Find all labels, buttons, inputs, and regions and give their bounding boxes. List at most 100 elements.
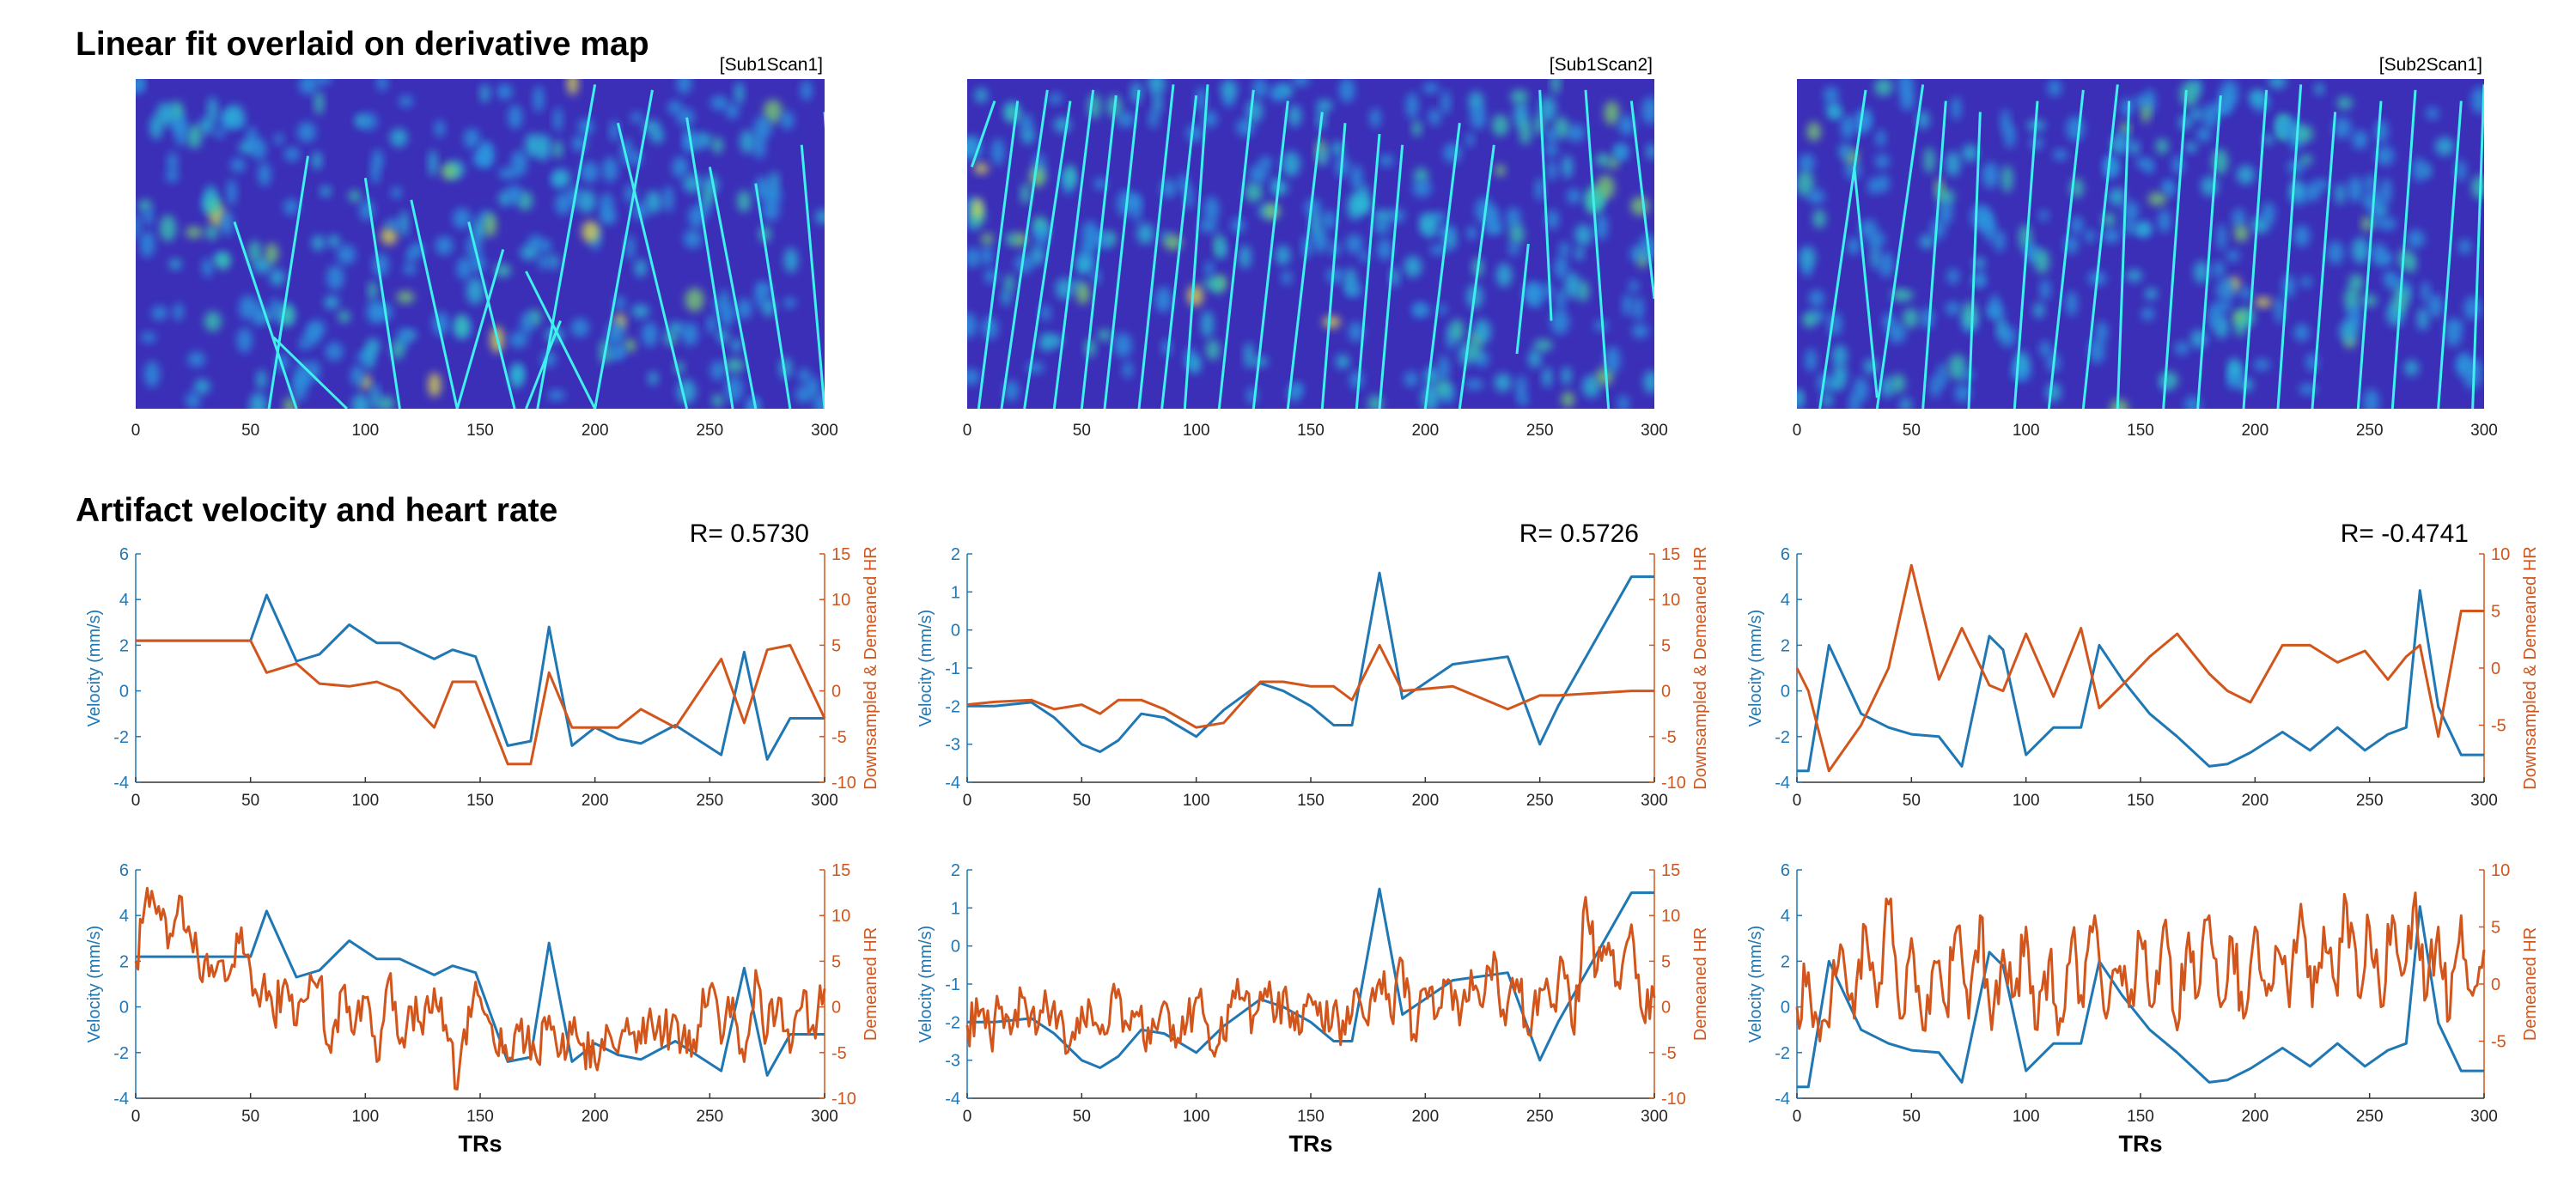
y-axis-label: Velocity (mm/s)	[1746, 926, 1765, 1043]
y2-tick-label: 0	[1661, 999, 1671, 1018]
heatmap-blob	[376, 395, 395, 409]
heatmap-blob	[1797, 390, 1804, 409]
heatmap-blob	[1163, 234, 1183, 251]
heatmap-panel: [Sub2Scan1] 0 50 100 150 200 250 300	[1793, 55, 2498, 440]
heatmap-blob	[2030, 137, 2043, 150]
y-tick-label: -2	[1775, 728, 1790, 747]
heatmap-blob	[1994, 230, 2006, 252]
x-tick-label: 200	[2241, 792, 2268, 810]
hr-series-line	[136, 639, 826, 766]
heatmap-blob	[1011, 233, 1028, 247]
x-tick-label: 50	[1073, 422, 1091, 440]
heatmap-blob	[1496, 263, 1513, 288]
x-tick-label: 0	[1793, 422, 1802, 440]
heatmap-blob	[2347, 176, 2364, 203]
heatmap-blob	[1148, 79, 1166, 95]
heatmap-blob	[1346, 283, 1362, 297]
heatmap-blob	[2248, 89, 2266, 105]
y2-tick-label: -5	[2491, 1033, 2506, 1052]
heatmap-blob	[2046, 382, 2061, 403]
line-chart-panel: 0 50 100 150 200 250 300 -4 -2 0 2 4 6 -5 0 5 10 Velocity…	[1746, 861, 2540, 1157]
heatmap-blob	[2066, 116, 2085, 142]
heatmap-blob	[2404, 360, 2419, 377]
heatmap-blob	[484, 213, 496, 237]
heatmap-blob	[1244, 342, 1254, 369]
heatmap-blob	[155, 102, 175, 126]
heatmap-blob	[1405, 92, 1419, 119]
heatmap-blob	[663, 185, 674, 213]
x-tick-label: 150	[1297, 422, 1325, 440]
heatmap-blob	[1604, 100, 1620, 125]
y-tick-label: -1	[945, 975, 960, 994]
y-tick-label: -4	[1775, 1090, 1790, 1109]
fit-line	[1217, 89, 1255, 409]
scan-label: [Sub2Scan1]	[2379, 55, 2482, 75]
y2-tick-label: 5	[1661, 636, 1671, 655]
heatmap-blob	[533, 134, 552, 161]
y-tick-label: 4	[119, 591, 129, 610]
heatmap-blob	[159, 215, 177, 242]
heatmap-blob	[631, 304, 649, 319]
heatmap-blob	[1871, 243, 1880, 270]
heatmap-blob	[174, 119, 187, 147]
x-tick-label: 0	[131, 422, 141, 440]
heatmap-blob	[1535, 178, 1545, 202]
y-tick-label: -3	[945, 1052, 960, 1071]
fit-line	[1875, 84, 1925, 409]
y2-tick-label: 15	[831, 861, 850, 880]
heatmap-blob	[1874, 79, 1893, 96]
y-tick-label: 2	[119, 636, 129, 655]
heatmap-blob	[1962, 301, 1978, 328]
heatmap-blob	[642, 322, 658, 348]
y2-tick-label: 5	[1661, 952, 1671, 971]
heatmap-blob	[1633, 296, 1644, 321]
heatmap-blob	[327, 234, 340, 248]
x-tick-label: 200	[582, 422, 609, 440]
heatmap-blob	[1005, 233, 1017, 246]
x-tick-label: 150	[466, 1108, 494, 1126]
heatmap-blobs	[136, 79, 825, 409]
x-tick-label: 200	[1411, 422, 1439, 440]
y-tick-label: 4	[1781, 907, 1790, 926]
y-tick-label: -2	[113, 1044, 129, 1063]
heatmap-blob	[1263, 203, 1281, 220]
heatmap-blob	[2239, 286, 2252, 301]
heatmap-blob	[2039, 340, 2051, 357]
heatmap-blob	[2335, 183, 2345, 205]
heatmap-blob	[186, 392, 200, 409]
heatmap-blob	[2001, 165, 2013, 193]
fit-line	[1967, 112, 1982, 409]
y2-tick-label: 5	[831, 952, 841, 971]
heatmap-blob	[971, 198, 984, 220]
heatmap-blob	[1812, 209, 1826, 228]
heatmap-blob	[719, 289, 729, 307]
heatmap-blob	[1841, 114, 1855, 140]
x-tick-label: 100	[2013, 792, 2040, 810]
heatmap-blob	[348, 190, 362, 203]
heatmap-blob	[2065, 290, 2078, 316]
heatmap-blob	[165, 170, 180, 183]
heatmap-blob	[1318, 146, 1329, 167]
y2-tick-label: 0	[2491, 975, 2500, 994]
x-tick-label: 200	[2241, 1108, 2268, 1126]
heatmap-blob	[1412, 179, 1432, 198]
heatmap-blob	[553, 140, 563, 159]
heatmap-blob	[2455, 159, 2467, 182]
x-tick-label: 250	[2356, 422, 2384, 440]
heatmap-blob	[1377, 238, 1392, 261]
x-tick-label: 300	[811, 1108, 838, 1126]
heatmap-blob	[376, 79, 388, 91]
heatmap-blob	[1618, 114, 1635, 136]
y2-tick-label: 0	[1661, 683, 1671, 702]
heatmap-blob	[634, 258, 647, 277]
y2-tick-label: -10	[831, 1090, 856, 1109]
x-tick-label: 0	[131, 1108, 141, 1126]
heatmap-blob	[667, 100, 683, 114]
heatmap-blob	[215, 128, 224, 139]
heatmap-blob	[466, 277, 484, 305]
heatmap-blob	[582, 221, 600, 243]
heatmap-blob	[2135, 157, 2153, 169]
heatmap-blob	[168, 258, 182, 270]
heatmap-blob	[752, 131, 766, 159]
heatmap-blob	[630, 112, 642, 124]
